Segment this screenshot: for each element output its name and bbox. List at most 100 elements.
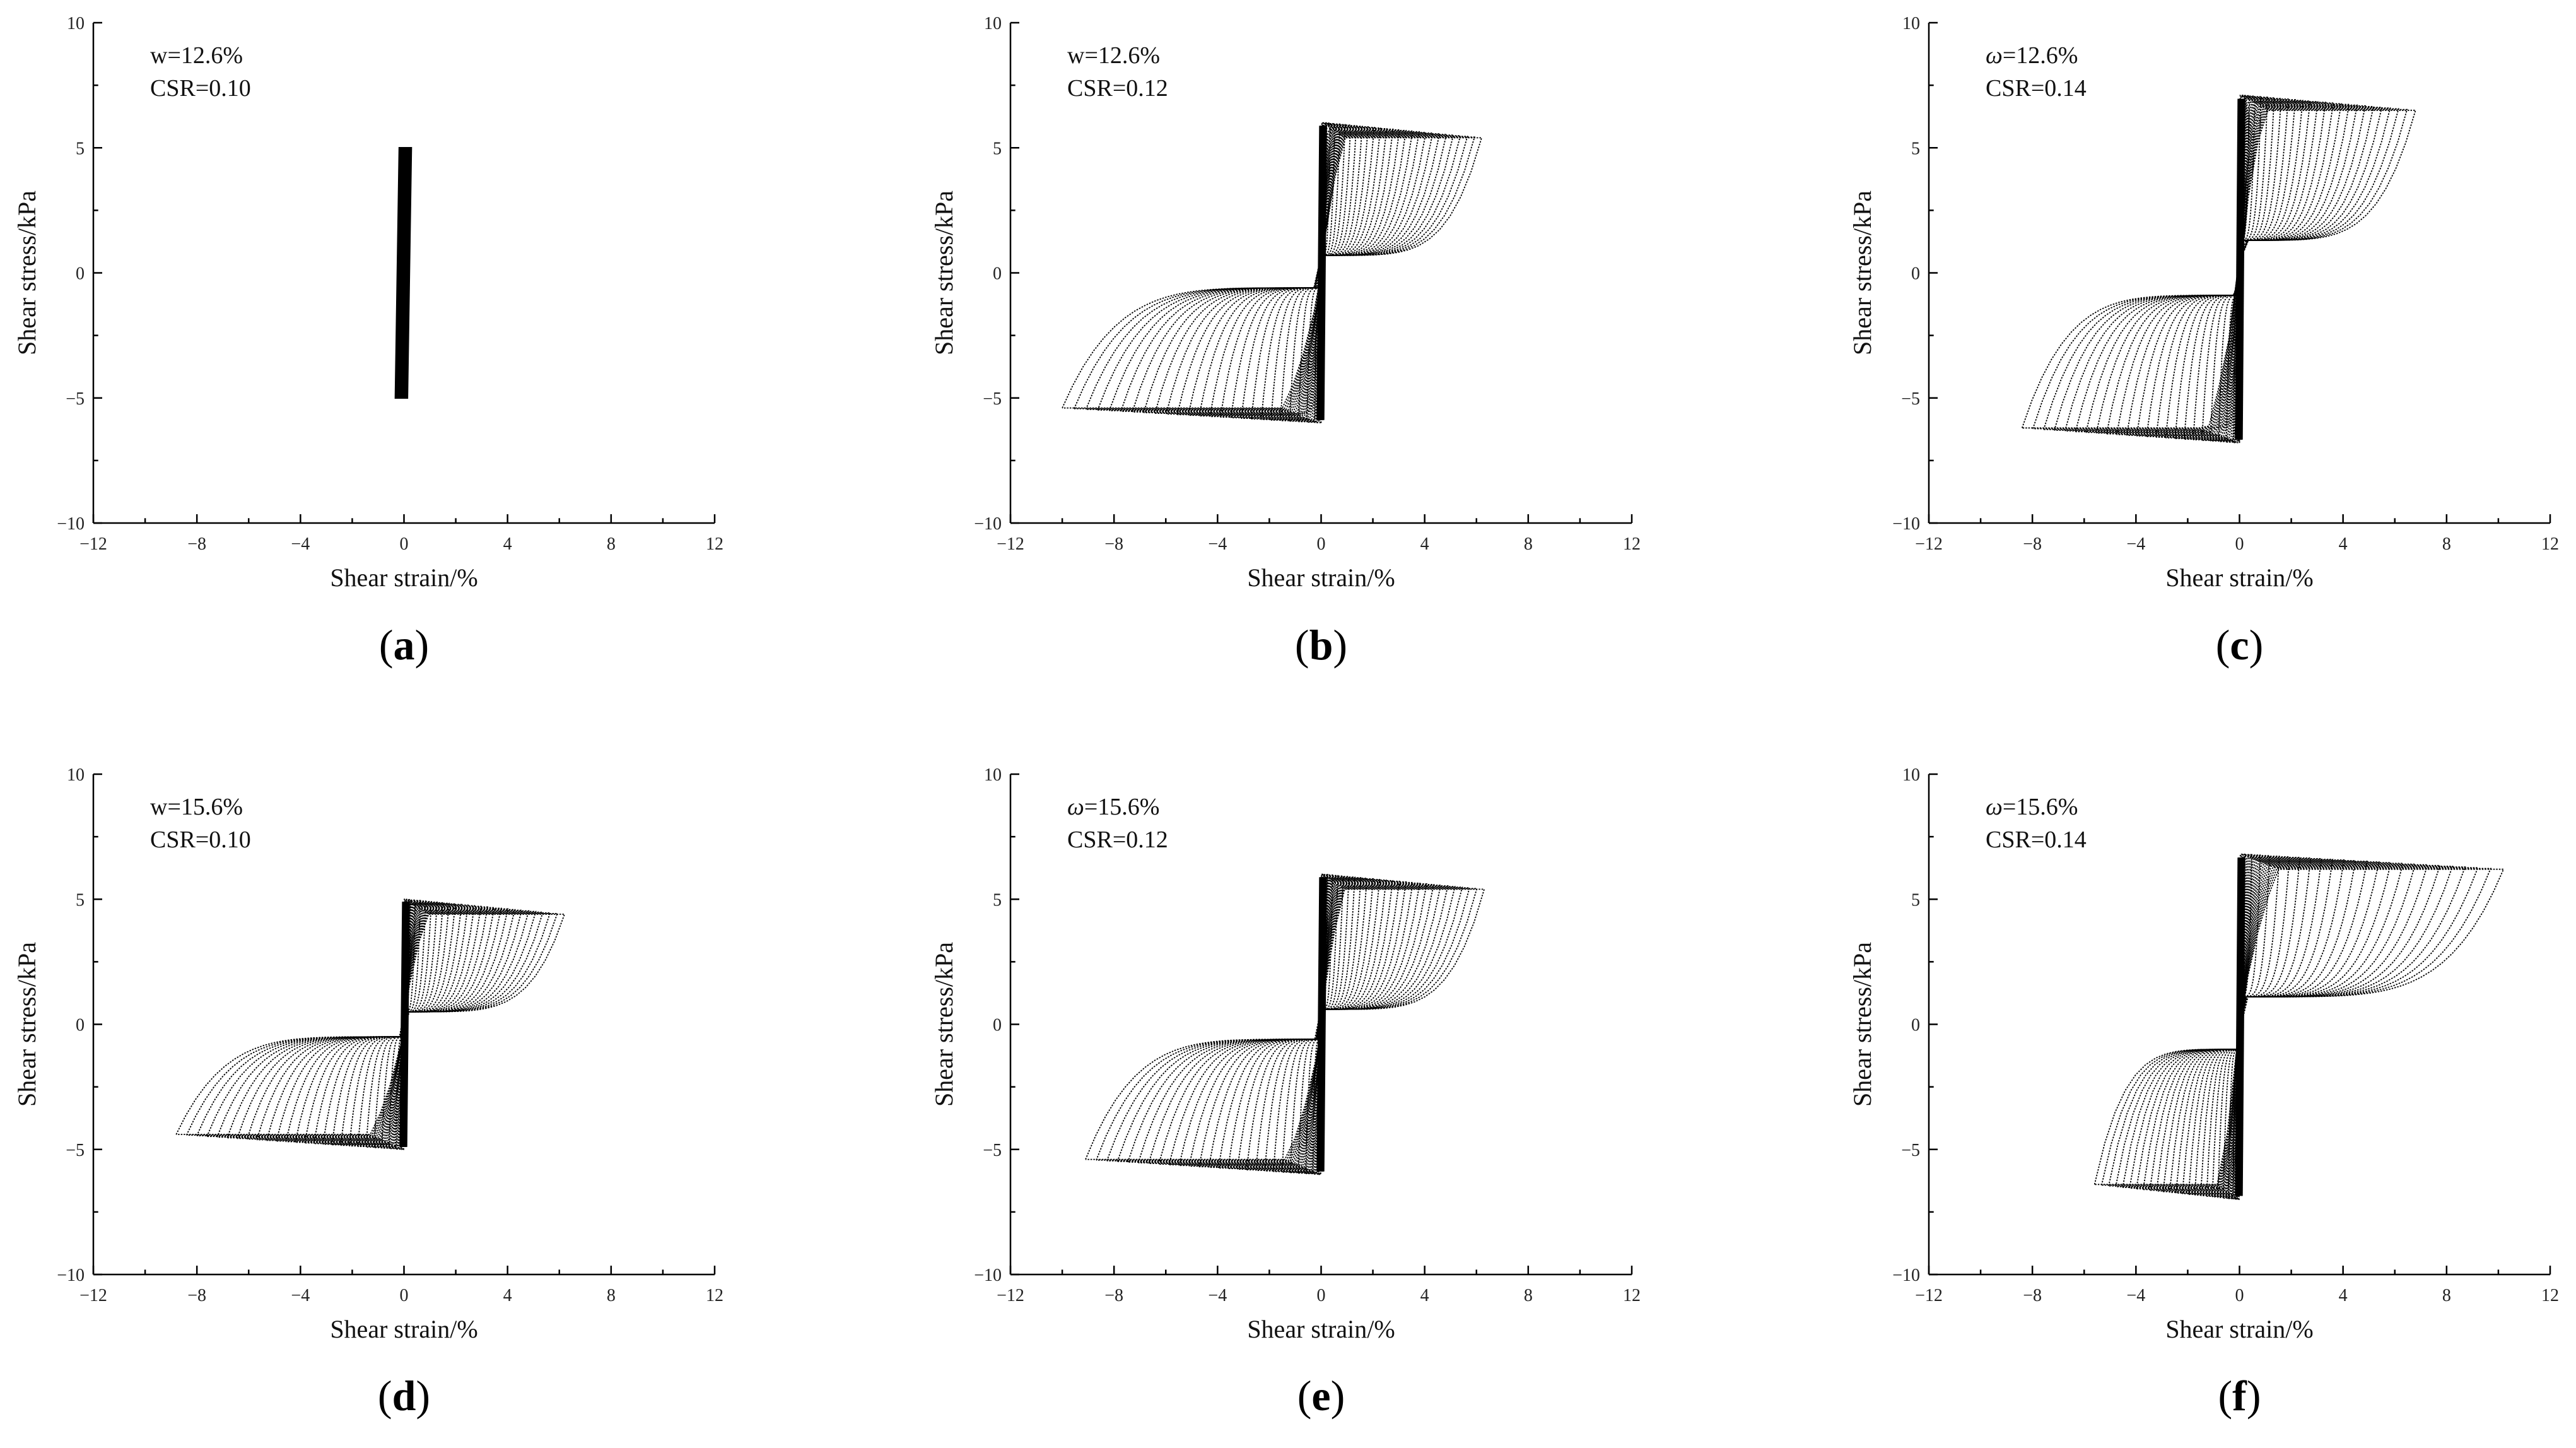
loop-cycle	[1176, 130, 1414, 416]
loop-cycle	[175, 914, 566, 1135]
y-tick-label: 10	[984, 765, 1002, 785]
loop-cycle	[1187, 129, 1407, 416]
x-tick-label: 12	[706, 1286, 723, 1305]
loop-cycle	[1106, 887, 1470, 1162]
x-tick-label: 4	[503, 1286, 512, 1305]
loop-cycle	[2126, 102, 2334, 436]
x-tick-label: −4	[1208, 1286, 1227, 1305]
loop-cycle	[216, 910, 537, 1138]
loop-cycle	[1178, 882, 1420, 1167]
y-tick-label: 5	[1911, 890, 1920, 910]
loop-cycle	[1154, 132, 1427, 414]
x-tick-label: 4	[2339, 534, 2348, 554]
loop-cycle	[1270, 125, 1357, 421]
x-tick-label: 0	[400, 534, 409, 554]
y-tick-label: −5	[1901, 1141, 1920, 1160]
y-tick-label: 5	[993, 139, 1002, 158]
loop-cycle	[1289, 124, 1346, 422]
loop-cycle	[2136, 864, 2428, 1190]
x-axis-label: Shear strain/%	[2165, 563, 2313, 592]
loop-cycle	[2095, 104, 2358, 434]
loop-cycle	[2116, 103, 2342, 435]
x-axis-label: Shear strain/%	[2165, 1315, 2313, 1343]
y-axis-label: Shear stress/kPa	[1848, 942, 1876, 1107]
loop-cycle	[2183, 98, 2289, 440]
y-tick-label: 10	[1902, 14, 1920, 33]
x-tick-label: 8	[2442, 534, 2451, 554]
chart-panel-a: −12 −8 −4 0 4 8 12 −10 −5 0 5 10 Shear strain/% Shear…	[13, 14, 723, 669]
y-axis-label: Shear stress/kPa	[930, 191, 958, 355]
hysteresis-loops-e	[1085, 873, 1485, 1175]
annotation-csr: CSR=0.10	[150, 827, 251, 853]
loop-cycle	[2201, 97, 2275, 441]
loop-cycle	[2075, 106, 2375, 433]
x-tick-label: −12	[1915, 1286, 1943, 1305]
loop-cycle	[1219, 128, 1388, 418]
loop-cycle	[1074, 136, 1475, 409]
y-tick-label: 5	[1911, 139, 1920, 158]
y-tick-label: −10	[57, 1266, 85, 1285]
loop-cycle	[2149, 862, 2404, 1191]
chart-panel-c: −12 −8 −4 0 4 8 12 −10 −5 0 5 10 Shear strain/% Shear…	[1848, 14, 2559, 669]
x-tick-label: 0	[2235, 534, 2244, 554]
loop-cycle	[295, 905, 482, 1143]
x-tick-label: −4	[2126, 1286, 2145, 1305]
y-tick-label: −5	[983, 389, 1002, 409]
y-tick-label: 10	[1902, 765, 1920, 785]
chart-panel-e: −12 −8 −4 0 4 8 12 −10 −5 0 5 10 Shear strain/% Shear…	[930, 765, 1641, 1420]
annotation-csr: CSR=0.14	[1986, 827, 2087, 853]
loop-cycle	[237, 909, 523, 1139]
y-tick-label: 10	[67, 14, 85, 33]
loop-cycle	[405, 146, 413, 399]
annotation-moisture: ω=15.6%	[1067, 794, 1159, 820]
annotation-csr: CSR=0.10	[150, 75, 251, 102]
x-tick-label: −8	[2023, 1286, 2042, 1305]
loop-cycle	[388, 899, 416, 1150]
y-axis-label: Shear stress/kPa	[1848, 191, 1876, 355]
loop-cycle	[1120, 134, 1448, 412]
x-tick-label: 0	[1317, 1286, 1326, 1305]
loop-cycle	[1137, 885, 1449, 1163]
x-tick-label: −12	[79, 534, 107, 554]
x-tick-label: −8	[187, 1286, 206, 1305]
y-tick-label: 5	[993, 890, 1002, 910]
loop-cycle	[246, 909, 516, 1140]
loop-cycle	[276, 907, 495, 1142]
loop-cycle	[1208, 880, 1400, 1168]
panel-label: (b)	[1295, 621, 1347, 669]
y-tick-label: −5	[983, 1141, 1002, 1160]
panel-label: (c)	[2216, 621, 2264, 669]
panel-label: (d)	[378, 1372, 430, 1420]
loop-cycle	[1297, 874, 1338, 1174]
chart-panel-d: −12 −8 −4 0 4 8 12 −10 −5 0 5 10 Shear strain/% Shear…	[13, 765, 723, 1420]
x-tick-label: 12	[2541, 534, 2559, 554]
x-tick-label: 12	[706, 534, 723, 554]
annotation-moisture: ω=12.6%	[1986, 42, 2078, 69]
loop-cycle	[196, 912, 551, 1136]
y-tick-label: 0	[1911, 264, 1920, 284]
annotation-moisture: w=12.6%	[1067, 42, 1160, 69]
y-tick-label: 5	[76, 890, 85, 910]
loop-cycle	[266, 907, 502, 1141]
loop-cycle	[2105, 103, 2350, 435]
x-tick-label: 4	[1420, 1286, 1429, 1305]
loop-cycle	[1062, 137, 1483, 409]
x-tick-label: −12	[997, 1286, 1024, 1305]
annotation-csr: CSR=0.14	[1986, 75, 2087, 102]
loop-cycle	[1217, 880, 1394, 1169]
x-tick-label: 12	[1623, 534, 1641, 554]
y-tick-label: 0	[76, 1016, 85, 1035]
loop-cycle	[1289, 875, 1344, 1174]
loop-cycle	[1227, 880, 1387, 1169]
x-tick-label: 12	[2541, 1286, 2559, 1305]
loop-cycle	[1240, 127, 1375, 419]
x-tick-label: 4	[1420, 534, 1429, 554]
x-tick-label: −4	[2126, 534, 2145, 554]
loop-cycle	[1165, 131, 1420, 415]
x-tick-label: 8	[607, 534, 616, 554]
x-tick-label: 8	[1524, 534, 1533, 554]
loop-core-line	[1323, 126, 1327, 420]
loop-cycle	[1255, 878, 1368, 1171]
y-tick-label: −10	[1892, 514, 1920, 534]
y-tick-label: −5	[1901, 389, 1920, 409]
